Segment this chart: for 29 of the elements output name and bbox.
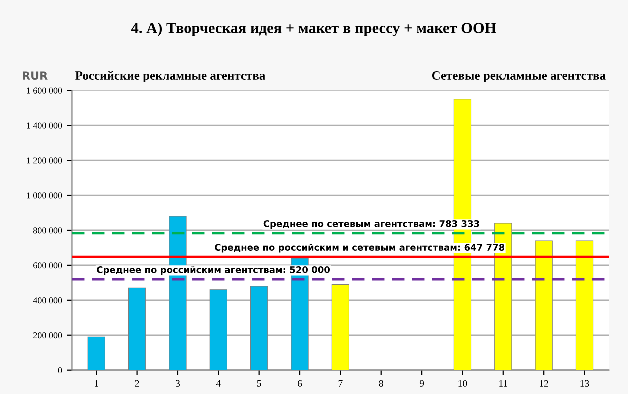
x-tick-label: 12 [540, 380, 548, 387]
x-tick-label: 7 [338, 380, 343, 387]
x-tick-label: 13 [580, 380, 590, 387]
x-tick-label: 3 [176, 380, 180, 387]
x-tick-label: 4 [216, 380, 221, 387]
x-tick-label: 6 [298, 380, 302, 387]
y-tick-label: 1 000 000 [27, 192, 62, 199]
ref-line-label: Среднее по российским и сетевым агентствам: 647 778 [215, 244, 505, 253]
y-tick-label: 0 [58, 367, 62, 374]
y-tick-label: 600 000 [34, 262, 62, 269]
x-tick-label: 2 [135, 380, 140, 387]
x-tick-label: 5 [257, 380, 262, 387]
x-tick-label: 11 [500, 380, 508, 387]
x-tick-label: 10 [458, 380, 468, 387]
y-tick-label: 200 000 [34, 332, 62, 339]
y-axis-title: RUR [23, 72, 48, 80]
y-tick-label: 1 200 000 [27, 158, 62, 164]
x-tick-label: 8 [379, 380, 384, 387]
x-tick-label: 1 [95, 380, 98, 387]
y-tick-label: 800 000 [34, 228, 62, 234]
y-tick-label: 1 400 000 [27, 122, 62, 129]
text: Российские рекламные агентства [76, 71, 266, 82]
y-tick-label: 1 600 000 [27, 88, 62, 94]
ref-line-label: Среднее по российским агентствам: 520 000 [97, 266, 330, 276]
y-tick-label: 400 000 [33, 298, 62, 304]
ref-line-label: Среднее по сетевым агентствам: 783 333 [264, 220, 480, 230]
chart-title: 4. А) Творческая идея + макет в прессу + макет ООН [131, 22, 496, 36]
x-tick-label: 9 [420, 380, 424, 387]
text: Сетевые рекламные агентства [432, 72, 606, 82]
